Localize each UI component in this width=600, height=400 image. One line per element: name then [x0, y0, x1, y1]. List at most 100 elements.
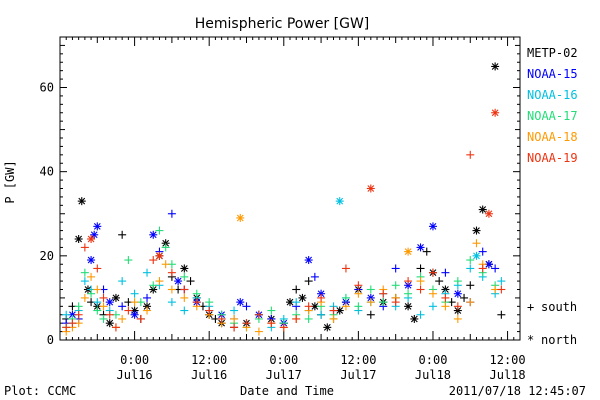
south-point — [93, 264, 102, 273]
legend-entry: NOAA-18 — [527, 130, 578, 144]
south-point — [149, 256, 158, 265]
south-point — [205, 298, 214, 307]
data-points — [62, 62, 506, 336]
south-point — [155, 277, 164, 286]
south-point — [491, 264, 500, 273]
x-tick-date-label: Jul16 — [191, 368, 227, 382]
south-point — [354, 302, 363, 311]
north-point — [149, 230, 158, 239]
south-point — [180, 306, 189, 315]
legend-entry: METP-02 — [527, 46, 578, 60]
south-point — [416, 310, 425, 319]
south-point — [441, 268, 450, 277]
south-point — [466, 281, 475, 290]
south-point — [354, 281, 363, 290]
south-point — [254, 327, 263, 336]
x-axis: 0:00Jul1612:00Jul160:00Jul1712:00Jul170:… — [59, 37, 526, 382]
legend-entry: NOAA-16 — [527, 88, 578, 102]
north-point — [90, 230, 99, 239]
south-point — [242, 302, 251, 311]
south-point — [379, 298, 388, 307]
south-point — [62, 310, 71, 319]
south-point — [366, 310, 375, 319]
north-point — [404, 302, 413, 311]
south-point — [279, 323, 288, 332]
south-point — [267, 306, 276, 315]
south-point — [292, 298, 301, 307]
south-point — [354, 289, 363, 298]
south-point — [161, 260, 170, 269]
north-point — [416, 243, 425, 252]
south-point — [329, 306, 338, 315]
south-point — [304, 277, 313, 286]
south-point — [416, 264, 425, 273]
south-point — [466, 298, 475, 307]
x-tick-date-label: Jul17 — [340, 368, 376, 382]
south-point — [453, 314, 462, 323]
south-point — [230, 314, 239, 323]
south-point — [267, 319, 276, 328]
south-point — [366, 298, 375, 307]
south-point — [435, 277, 444, 286]
south-point — [453, 302, 462, 311]
north-point — [484, 209, 493, 218]
x-tick-date-label: Jul18 — [415, 368, 451, 382]
south-point — [478, 247, 487, 256]
south-point — [428, 268, 437, 277]
south-point — [341, 264, 350, 273]
south-point — [254, 310, 263, 319]
north-point — [366, 184, 375, 193]
x-tick-date-label: Jul17 — [266, 368, 302, 382]
south-point — [93, 298, 102, 307]
south-point — [167, 298, 176, 307]
south-point — [441, 302, 450, 311]
north-point — [149, 285, 158, 294]
south-point — [217, 314, 226, 323]
south-point — [497, 310, 506, 319]
south-point — [74, 310, 83, 319]
south-point — [186, 277, 195, 286]
north-point — [105, 319, 114, 328]
south-point — [441, 293, 450, 302]
north-point — [410, 314, 419, 323]
north-point — [77, 197, 86, 206]
south-point — [118, 302, 127, 311]
north-point — [404, 247, 413, 256]
south-point — [130, 289, 139, 298]
south-point — [87, 289, 96, 298]
north-point — [174, 277, 183, 286]
legend-entry: NOAA-17 — [527, 109, 578, 123]
hemisphere-legend: + south * north — [527, 300, 577, 347]
y-axis-label: P [GW] — [3, 160, 17, 203]
south-point — [341, 293, 350, 302]
south-point — [317, 293, 326, 302]
south-point — [329, 314, 338, 323]
north-point — [323, 323, 332, 332]
south-point — [149, 281, 158, 290]
legend-entry: NOAA-15 — [527, 67, 578, 81]
south-point — [404, 289, 413, 298]
y-tick-label: 60 — [40, 81, 54, 95]
south-point — [62, 323, 71, 332]
north-point — [472, 251, 481, 260]
south-point — [167, 268, 176, 277]
south-legend-label: south — [541, 300, 577, 314]
y-tick-label: 40 — [40, 165, 54, 179]
north-point — [404, 281, 413, 290]
south-point — [391, 281, 400, 290]
south-point — [68, 319, 77, 328]
y-axis: 0 20 40 60 — [40, 36, 520, 347]
legend: METP-02 NOAA-15 NOAA-16 NOAA-17 NOAA-18 NOAA-… — [527, 46, 578, 165]
south-point — [416, 285, 425, 294]
south-point — [99, 293, 108, 302]
south-point — [143, 268, 152, 277]
south-point — [497, 285, 506, 294]
south-point — [478, 264, 487, 273]
south-point — [304, 314, 313, 323]
x-tick-time-label: 12:00 — [191, 353, 227, 367]
south-point — [341, 302, 350, 311]
north-point — [87, 256, 96, 265]
south-point — [192, 289, 201, 298]
north-point — [298, 293, 307, 302]
south-point — [80, 277, 89, 286]
